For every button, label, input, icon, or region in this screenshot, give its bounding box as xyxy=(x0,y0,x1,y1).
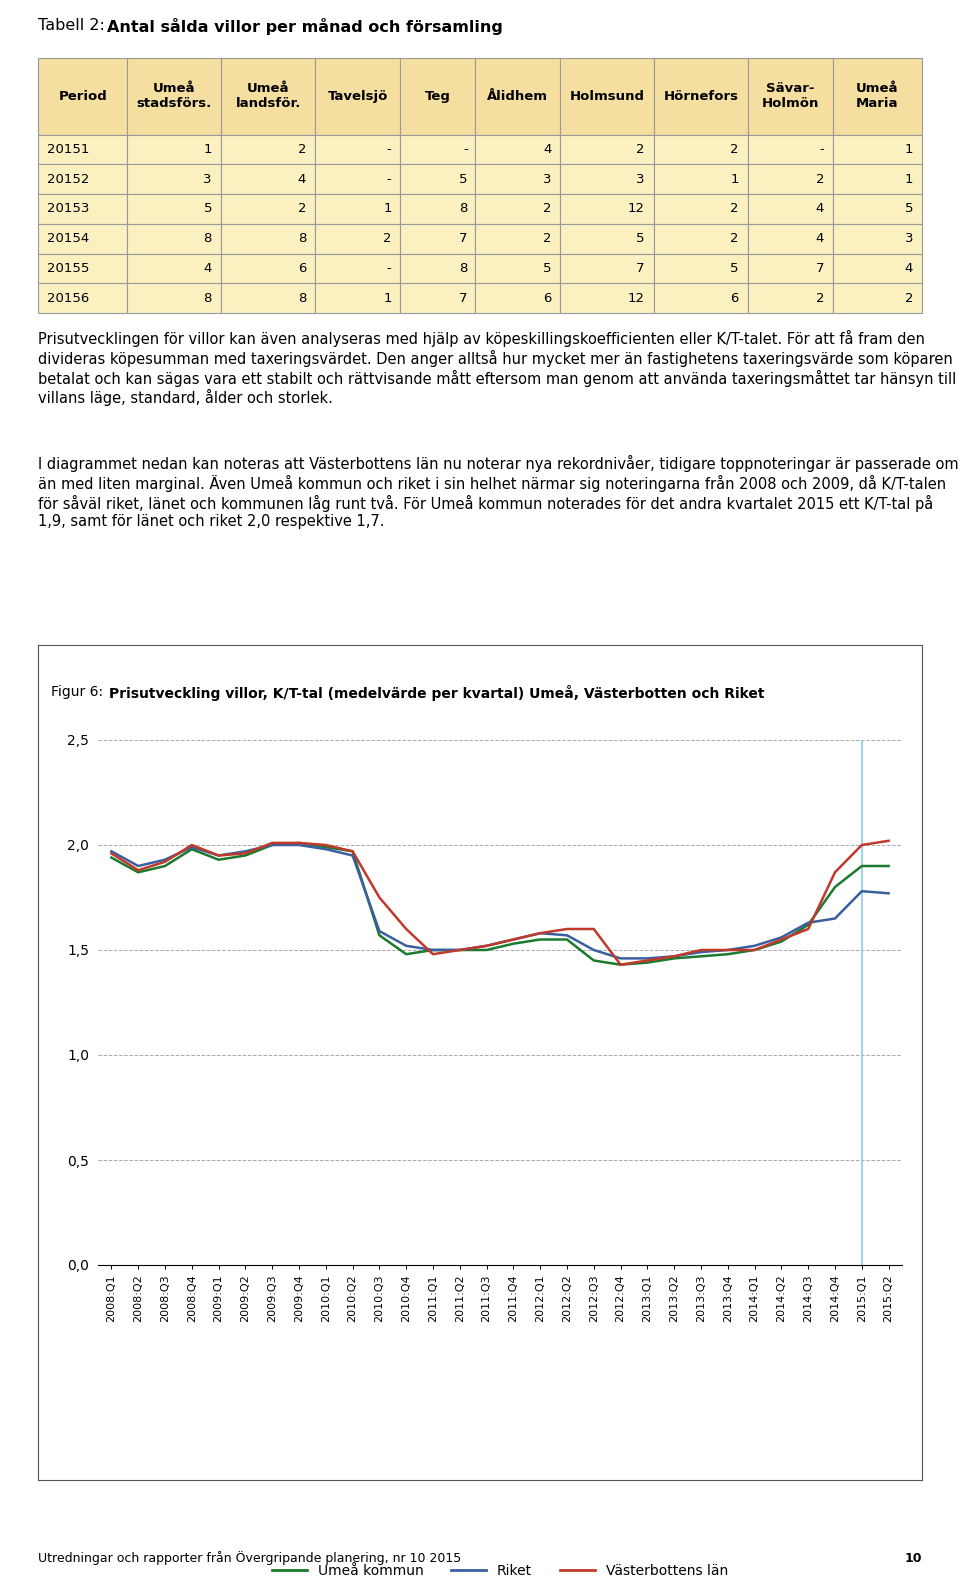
Text: Antal sålda villor per månad och församling: Antal sålda villor per månad och församl… xyxy=(108,18,503,35)
Text: Tabell 2:: Tabell 2: xyxy=(38,18,110,34)
Text: I diagrammet nedan kan noteras att Västerbottens län nu noterar nya rekordnivåer: I diagrammet nedan kan noteras att Väste… xyxy=(38,455,959,528)
Text: Prisutveckling villor, K/T-tal (medelvärde per kvartal) Umeå, Västerbotten och R: Prisutveckling villor, K/T-tal (medelvär… xyxy=(108,685,764,701)
Text: Utredningar och rapporter från Övergripande planering, nr 10 2015: Utredningar och rapporter från Övergripa… xyxy=(38,1551,461,1566)
Text: Figur 6:: Figur 6: xyxy=(51,685,108,699)
Text: 10: 10 xyxy=(904,1551,922,1566)
Text: Prisutvecklingen för villor kan även analyseras med hjälp av köpeskillingskoeffi: Prisutvecklingen för villor kan även ana… xyxy=(38,330,956,407)
Legend: Umeå kommun, Riket, Västerbottens län: Umeå kommun, Riket, Västerbottens län xyxy=(266,1558,733,1583)
